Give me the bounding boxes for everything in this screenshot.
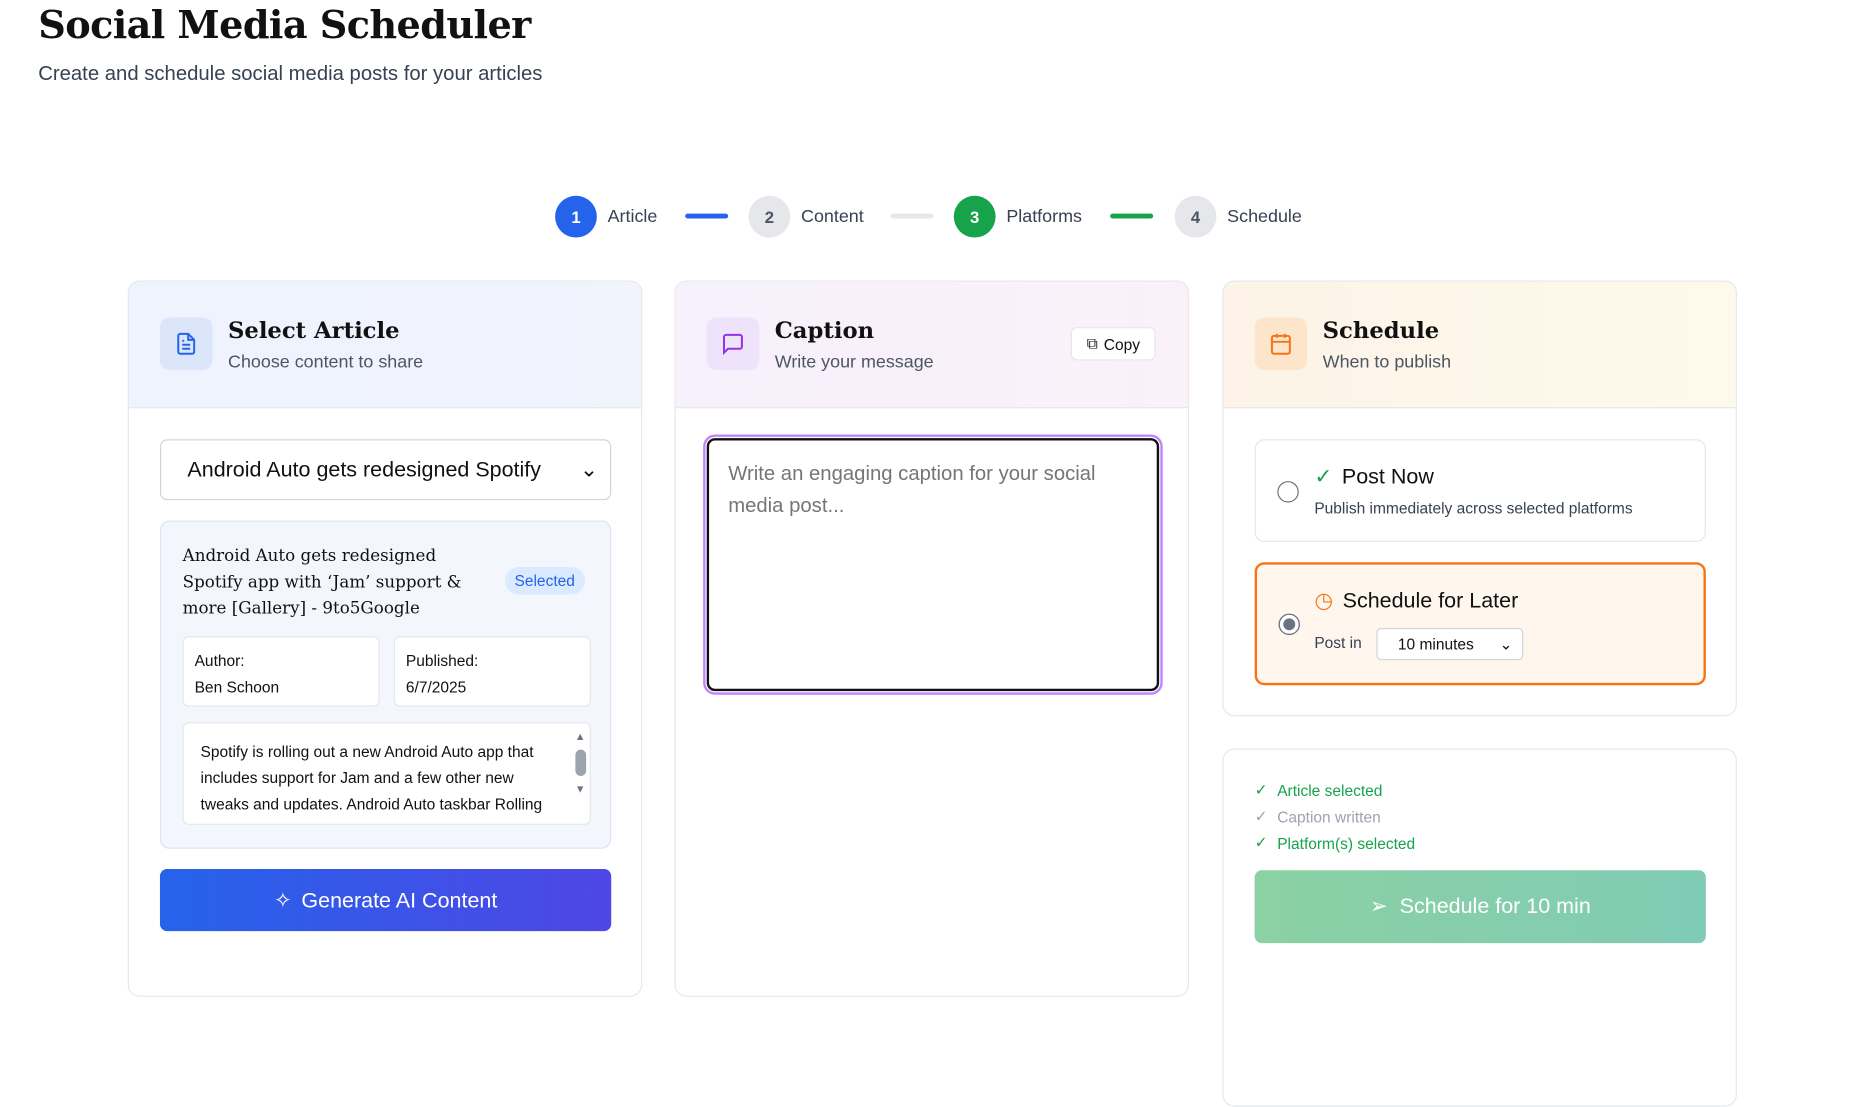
- author-label: Author:: [194, 651, 245, 670]
- step-platforms[interactable]: 3 Platforms: [953, 195, 1082, 238]
- author-box: Author: Ben Schoon: [182, 636, 380, 707]
- step-connector: [890, 213, 934, 219]
- step-number: 2: [748, 195, 791, 238]
- option-description: Publish immediately across selected plat…: [1314, 498, 1633, 517]
- card-subtitle: Choose content to share: [228, 352, 424, 373]
- post-now-radio[interactable]: [1277, 481, 1299, 503]
- step-number: 4: [1174, 195, 1217, 238]
- check-circle-icon: ✓: [1254, 806, 1268, 825]
- option-label: Schedule for Later: [1342, 588, 1519, 613]
- schedule-card: Schedule When to publish ✓ Post Now Publi…: [1222, 280, 1737, 717]
- checklist-label: Caption written: [1277, 807, 1381, 826]
- check-circle-icon: ✓: [1254, 780, 1268, 799]
- page-subtitle: Create and schedule social media posts f…: [38, 62, 543, 85]
- step-content[interactable]: 2 Content: [748, 195, 864, 238]
- card-subtitle: Write your message: [774, 352, 934, 373]
- document-icon: [159, 317, 213, 371]
- summary-card: ✓ Article selected ✓ Caption written ✓ Plat…: [1222, 748, 1737, 1107]
- schedule-later-option[interactable]: ◷ Schedule for Later Post in 10 minutes ⌄: [1254, 562, 1706, 686]
- step-article[interactable]: 1 Article: [555, 195, 658, 238]
- step-connector: [1110, 213, 1154, 219]
- step-label: Content: [801, 206, 864, 227]
- checklist-item: ✓ Caption written: [1255, 803, 1416, 829]
- generate-ai-content-button[interactable]: ✧ Generate AI Content: [159, 869, 612, 932]
- post-now-option[interactable]: ✓ Post Now Publish immediately across sel…: [1254, 439, 1706, 542]
- article-select[interactable]: Android Auto gets redesigned Spotify ⌄: [159, 439, 612, 501]
- selected-badge: Selected: [504, 567, 585, 595]
- checklist-label: Article selected: [1277, 781, 1383, 800]
- schedule-submit-button[interactable]: ➢ Schedule for 10 min: [1254, 870, 1706, 944]
- sparkles-icon: ✧: [273, 887, 292, 912]
- checklist-item: ✓ Article selected: [1255, 777, 1416, 803]
- post-in-value: 10 minutes: [1397, 635, 1474, 653]
- published-label: Published:: [405, 651, 479, 670]
- card-subtitle: When to publish: [1322, 352, 1452, 373]
- copy-label: Copy: [1103, 334, 1141, 353]
- message-icon: [706, 317, 760, 371]
- step-label: Schedule: [1227, 206, 1302, 227]
- check-circle-icon: ✓: [1314, 464, 1333, 489]
- select-article-card: Select Article Choose content to share A…: [127, 280, 643, 997]
- option-label: Post Now: [1341, 464, 1434, 489]
- page-title: Social Media Scheduler: [38, 2, 531, 48]
- step-number: 1: [555, 195, 597, 238]
- card-title: Caption: [774, 317, 875, 344]
- button-label: Generate AI Content: [301, 887, 498, 912]
- scrollbar[interactable]: ▲ ▼: [574, 730, 586, 796]
- card-title: Select Article: [228, 317, 400, 344]
- caption-card: Caption Write your message ⧉ Copy: [674, 280, 1189, 997]
- copy-button[interactable]: ⧉ Copy: [1071, 327, 1156, 361]
- post-in-label: Post in: [1314, 633, 1362, 652]
- check-circle-icon: ✓: [1254, 833, 1268, 852]
- copy-icon: ⧉: [1086, 334, 1098, 353]
- card-title: Schedule: [1322, 317, 1440, 344]
- chevron-down-icon: ⌄: [580, 457, 599, 482]
- published-box: Published: 6/7/2025: [393, 636, 591, 707]
- article-title: Android Auto gets redesigned Spotify app…: [182, 546, 462, 619]
- post-in-select[interactable]: 10 minutes ⌄: [1376, 627, 1524, 661]
- clock-icon: ◷: [1314, 588, 1334, 613]
- step-number: 3: [953, 195, 996, 238]
- published-value: 6/7/2025: [405, 678, 467, 696]
- article-select-value: Android Auto gets redesigned Spotify: [187, 457, 542, 482]
- excerpt-box[interactable]: Spotify is rolling out a new Android Aut…: [182, 722, 591, 825]
- author-value: Ben Schoon: [194, 678, 280, 696]
- checklist-label: Platform(s) selected: [1277, 833, 1416, 852]
- article-excerpt: Spotify is rolling out a new Android Aut…: [200, 742, 543, 824]
- schedule-later-radio[interactable]: [1278, 613, 1300, 636]
- step-schedule[interactable]: 4 Schedule: [1174, 195, 1302, 238]
- chevron-down-icon: ⌄: [1499, 634, 1513, 653]
- article-preview: Android Auto gets redesigned Spotify app…: [159, 520, 612, 849]
- step-connector: [685, 213, 729, 219]
- button-label: Schedule for 10 min: [1399, 894, 1591, 918]
- step-label: Platforms: [1006, 206, 1082, 227]
- send-icon: ➢: [1369, 894, 1388, 918]
- checklist-item: ✓ Platform(s) selected: [1255, 830, 1416, 856]
- step-label: Article: [607, 206, 658, 227]
- calendar-icon: [1254, 317, 1308, 371]
- caption-input[interactable]: [703, 434, 1163, 695]
